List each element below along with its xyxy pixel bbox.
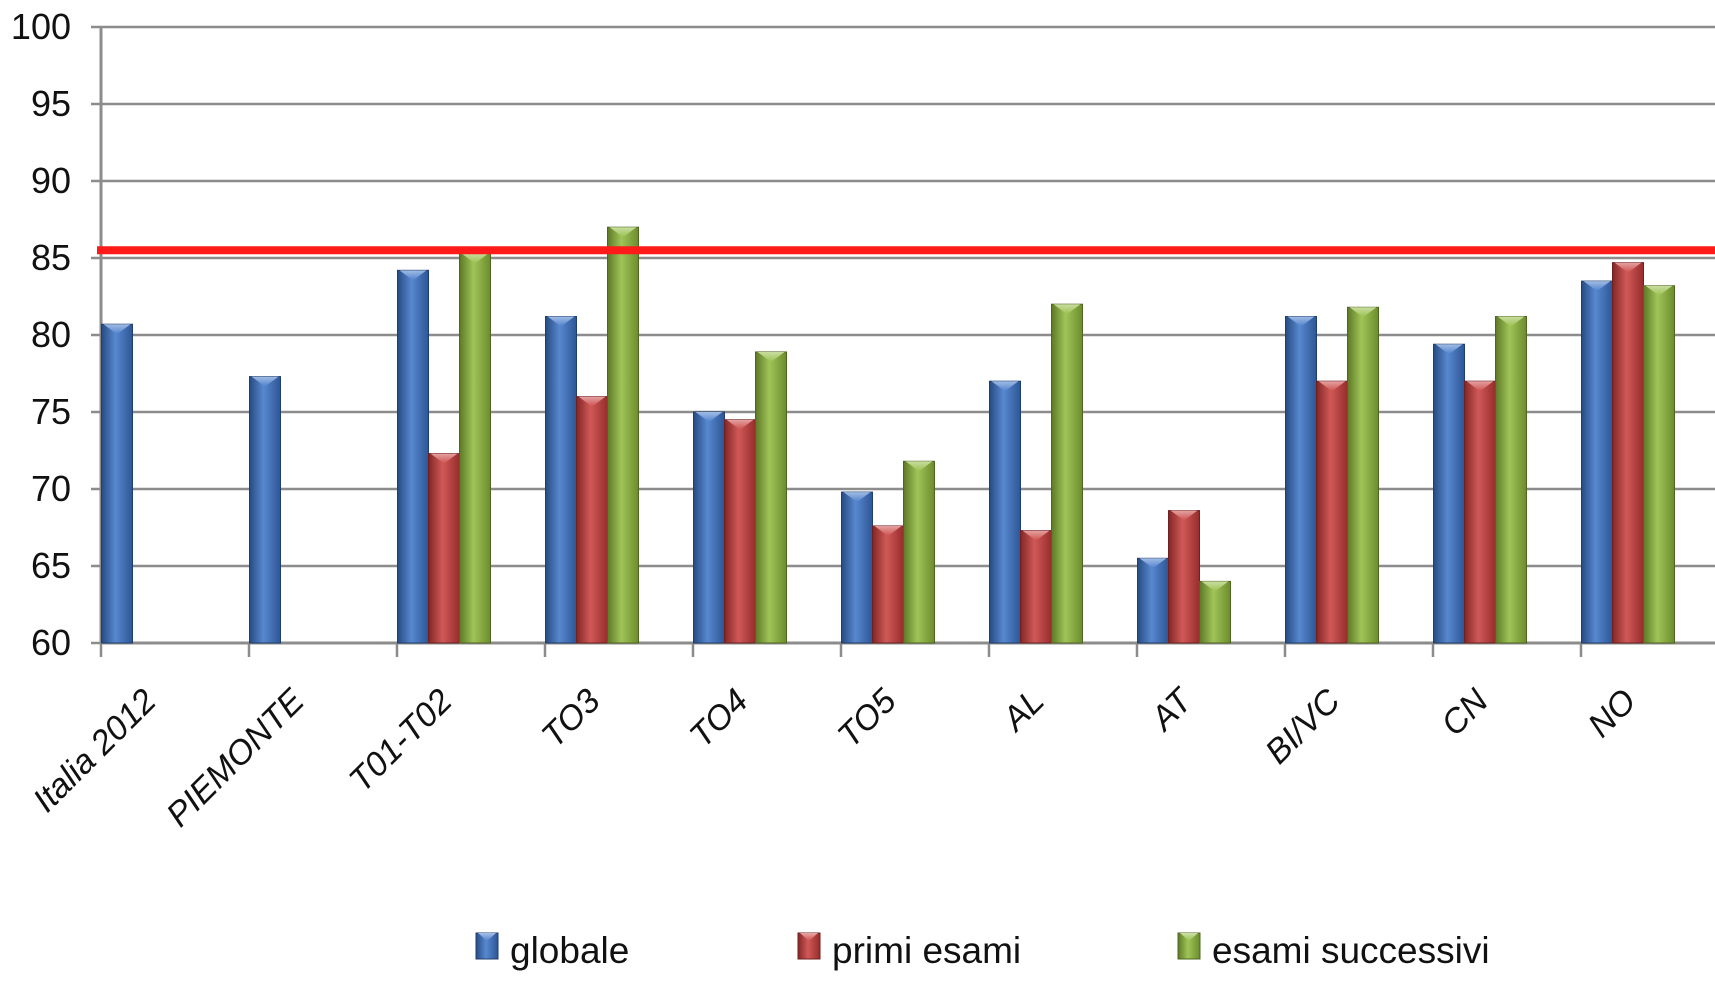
bar-primi-esami-CN bbox=[1464, 380, 1496, 644]
bar-cap bbox=[609, 227, 637, 238]
bar-esami-successivi-TO3 bbox=[607, 226, 639, 644]
bar-primi-esami-T01-T02 bbox=[428, 453, 460, 644]
bar-cap bbox=[1614, 262, 1642, 273]
bar-primi-esami-NO bbox=[1612, 262, 1644, 644]
y-tick-label: 75 bbox=[31, 391, 71, 432]
x-category-label: AL bbox=[994, 682, 1052, 740]
x-category-label: TO5 bbox=[830, 682, 903, 755]
bar-cap bbox=[1201, 581, 1229, 592]
bar-cap bbox=[1583, 281, 1611, 292]
bar-cap bbox=[547, 316, 575, 327]
bar-globale-TO3 bbox=[545, 316, 577, 644]
bar-cap bbox=[695, 412, 723, 422]
bar-cap bbox=[1435, 344, 1463, 355]
y-tick-label: 65 bbox=[31, 545, 71, 586]
y-tick-label: 100 bbox=[11, 6, 71, 47]
bar-globale-AT bbox=[1137, 557, 1169, 644]
bar-cap bbox=[461, 253, 489, 264]
x-category-label: BI/VC bbox=[1258, 681, 1348, 771]
y-tick-label: 80 bbox=[31, 314, 71, 355]
bar-esami-successivi-NO bbox=[1643, 285, 1675, 644]
x-category-label: TO4 bbox=[682, 682, 755, 755]
bar-esami-successivi-AL bbox=[1051, 303, 1083, 644]
bar-primi-esami-TO5 bbox=[872, 525, 904, 644]
bar-cap bbox=[1139, 558, 1167, 569]
bar-cap bbox=[843, 492, 871, 503]
x-category-label: TO3 bbox=[534, 682, 607, 755]
bar-cap bbox=[1497, 316, 1525, 327]
bar-cap bbox=[103, 324, 131, 335]
legend-label: primi esami bbox=[832, 930, 1021, 971]
y-tick-label: 85 bbox=[31, 237, 71, 278]
x-category-label: Italia 2012 bbox=[26, 682, 164, 820]
bar-esami-successivi-TO5 bbox=[903, 460, 935, 644]
bar-cap bbox=[726, 419, 754, 430]
bar-cap bbox=[905, 461, 933, 472]
bar-esami-successivi-AT bbox=[1199, 580, 1231, 644]
bar-primi-esami-TO4 bbox=[724, 419, 756, 644]
bar-cap bbox=[1318, 381, 1346, 392]
bar-cap bbox=[1170, 510, 1198, 521]
bar-primi-esami-TO3 bbox=[576, 396, 608, 644]
bar-cap bbox=[874, 525, 902, 536]
legend-swatch-cap bbox=[800, 933, 818, 941]
bar-globale-PIEMONTE bbox=[249, 376, 281, 644]
gridlines bbox=[101, 25, 1715, 645]
bar-cap bbox=[991, 381, 1019, 392]
bar-globale-TO5 bbox=[841, 491, 873, 644]
x-category-label: PIEMONTE bbox=[159, 682, 312, 835]
legend: globale primi esami esami successivi bbox=[475, 930, 1490, 971]
bar-globale-NO bbox=[1581, 280, 1613, 644]
x-category-label: CN bbox=[1434, 681, 1496, 743]
bar-globale-T01-T02 bbox=[397, 269, 429, 644]
bar-cap bbox=[757, 351, 785, 362]
y-tick-label: 60 bbox=[31, 622, 71, 663]
legend-swatch-cap bbox=[478, 933, 496, 941]
bar-cap bbox=[1645, 285, 1673, 296]
bar-primi-esami-AL bbox=[1020, 530, 1052, 644]
bar-cap bbox=[1466, 381, 1494, 392]
bar-globale-TO4 bbox=[693, 411, 725, 644]
bar-esami-successivi-CN bbox=[1495, 316, 1527, 644]
bar-globale-BI-VC bbox=[1285, 316, 1317, 644]
legend-label: globale bbox=[510, 930, 629, 971]
legend-label: esami successivi bbox=[1212, 930, 1490, 971]
legend-swatch-cap bbox=[1180, 933, 1198, 941]
bar-esami-successivi-TO4 bbox=[755, 351, 787, 644]
bar-cap bbox=[1349, 307, 1377, 318]
x-category-label: NO bbox=[1581, 682, 1644, 745]
bar-esami-successivi-T01-T02 bbox=[459, 252, 491, 644]
bar-primi-esami-AT bbox=[1168, 510, 1200, 644]
y-tick-label: 95 bbox=[31, 83, 71, 124]
bar-cap bbox=[1022, 530, 1050, 541]
bar-globale-AL bbox=[989, 380, 1021, 644]
x-category-label: T01-T02 bbox=[342, 682, 460, 800]
bars bbox=[101, 226, 1675, 644]
y-tick-label: 90 bbox=[31, 160, 71, 201]
bar-cap bbox=[399, 270, 427, 281]
bar-esami-successivi-BI-VC bbox=[1347, 306, 1379, 644]
bar-globale-Italia-2012 bbox=[101, 323, 133, 644]
bar-cap bbox=[251, 376, 279, 387]
x-category-label: AT bbox=[1142, 680, 1201, 739]
bar-primi-esami-BI-VC bbox=[1316, 380, 1348, 644]
bar-cap bbox=[430, 453, 458, 464]
bar-globale-CN bbox=[1433, 343, 1465, 644]
bar-cap bbox=[1287, 316, 1315, 327]
bar-cap bbox=[578, 396, 606, 407]
bar-cap bbox=[1053, 304, 1081, 315]
y-tick-label: 70 bbox=[31, 468, 71, 509]
